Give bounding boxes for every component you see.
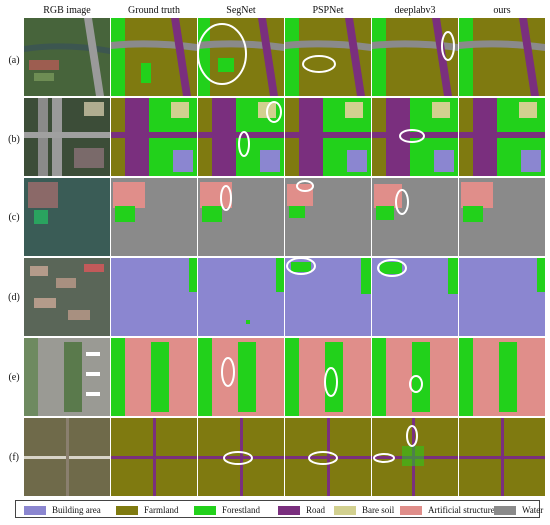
tile-pspnet-d [285,258,371,336]
legend-swatch [194,505,216,515]
tile-rgb-b [24,98,110,176]
tile-deeplab-e [372,338,458,416]
tile-deeplab-c [372,178,458,256]
column-header: RGB image Ground truth SegNet PSPNet dee… [24,0,550,20]
tile-segnet-f [198,418,284,496]
tile-gt-a [111,18,197,96]
legend-label: Artificial structures [428,505,499,515]
row-label-e: (e) [8,372,20,383]
tile-gt-c [111,178,197,256]
tile-segnet-b [198,98,284,176]
col-title-rgb: RGB image [43,5,91,16]
tile-rgb-d [24,258,110,336]
tile-pspnet-f [285,418,371,496]
col-title-pspnet: PSPNet [312,5,344,16]
col-title-ours: ours [493,5,511,16]
col-title-segnet: SegNet [226,5,256,16]
tile-rgb-f [24,418,110,496]
tile-deeplab-d [372,258,458,336]
tile-pspnet-a [285,18,371,96]
legend-item-artificial-structures: Artificial structures [400,504,498,516]
tile-deeplab-a [372,18,458,96]
tile-ours-f [459,418,545,496]
row-label-d: (d) [8,292,20,303]
legend-swatch [400,505,422,515]
tile-gt-f [111,418,197,496]
tile-ours-d [459,258,545,336]
row-label-f: (f) [9,452,19,463]
tile-gt-e [111,338,197,416]
tile-pspnet-c [285,178,371,256]
tile-segnet-a [198,18,284,96]
tile-ours-c [459,178,545,256]
legend-item-building-area: Building area [24,504,101,516]
legend-item-bare-soil: Bare soil [334,504,394,516]
tile-segnet-d [198,258,284,336]
legend-item-road: Road [278,504,325,516]
legend-item-farmland: Farmland [116,504,179,516]
legend-swatch [334,505,356,515]
legend-label: Water [522,505,544,515]
tile-segnet-e [198,338,284,416]
tile-pspnet-e [285,338,371,416]
legend-swatch [278,505,300,515]
legend-label: Road [306,505,325,515]
tile-rgb-c [24,178,110,256]
tile-ours-e [459,338,545,416]
col-title-groundtruth: Ground truth [128,5,180,16]
legend-item-forestland: Forestland [194,504,260,516]
tile-gt-d [111,258,197,336]
col-title-deeplabv3: deeplabv3 [394,5,436,16]
tile-deeplab-b [372,98,458,176]
tile-rgb-e [24,338,110,416]
legend: Building area Farmland Forestland Road B… [15,500,543,518]
legend-swatch [494,505,516,515]
tile-pspnet-b [285,98,371,176]
tile-deeplab-f [372,418,458,496]
tile-ours-a [459,18,545,96]
legend-swatch [116,505,138,515]
tile-gt-b [111,98,197,176]
row-label-b: (b) [8,134,20,145]
tile-segnet-c [198,178,284,256]
row-label-c: (c) [8,212,20,223]
legend-label: Bare soil [362,505,395,515]
legend-label: Building area [52,505,101,515]
tile-ours-b [459,98,545,176]
legend-item-water: Water [494,504,543,516]
legend-label: Forestland [222,505,260,515]
legend-swatch [24,505,46,515]
legend-label: Farmland [144,505,179,515]
row-label-a: (a) [8,55,20,66]
tile-rgb-a [24,18,110,96]
